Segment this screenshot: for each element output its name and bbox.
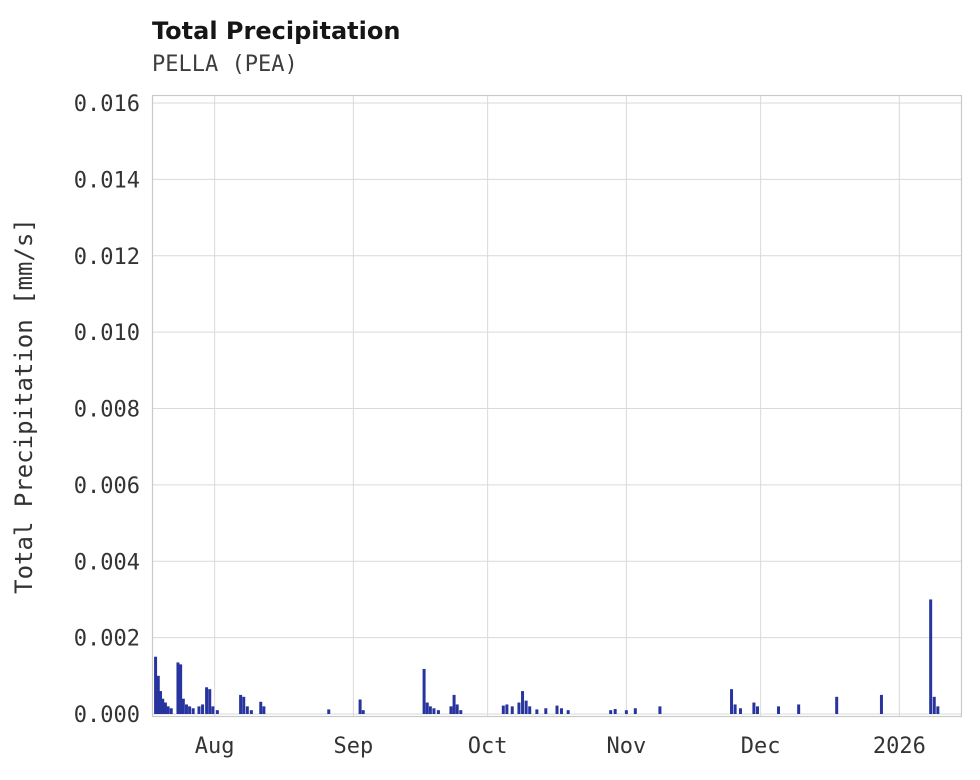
x-tick-label: Nov (606, 734, 646, 759)
x-tick-label: 2026 (873, 734, 926, 759)
y-tick-label: 0.002 (74, 627, 140, 652)
precip-bar (161, 698, 165, 714)
precip-bar (510, 706, 514, 714)
precip-bar (932, 696, 936, 714)
precip-bar (459, 710, 463, 714)
precip-bar (432, 708, 436, 714)
precip-bar (163, 702, 167, 714)
x-tick-label: Sep (334, 734, 374, 759)
precip-bar (428, 706, 432, 714)
y-tick-label: 0.012 (74, 245, 140, 270)
precip-bar (624, 710, 628, 714)
precip-bar (191, 708, 195, 714)
precip-bar (208, 689, 212, 714)
precip-bar (777, 706, 781, 714)
x-tick-label: Aug (195, 734, 235, 759)
precip-bar (452, 694, 456, 714)
y-tick-label: 0.000 (74, 703, 140, 728)
ticks-layer: 0.000 0.002 0.004 0.006 0.008 0.010 0.012 0.014… (74, 92, 926, 759)
precip-bar (422, 668, 426, 714)
precip-bar (528, 706, 532, 714)
precip-bar (566, 710, 570, 714)
precip-bar (239, 694, 243, 714)
precip-bar (425, 702, 429, 714)
precip-bar (835, 696, 839, 714)
precip-bar (154, 656, 158, 714)
precip-bar (555, 705, 559, 714)
y-axis-label: Total Precipitation [mm/s] (10, 218, 38, 594)
chart-title: Total Precipitation (152, 17, 400, 45)
precip-bar (245, 706, 249, 714)
x-tick-label: Oct (468, 734, 508, 759)
y-tick-label: 0.014 (74, 168, 140, 193)
precip-bar (544, 708, 548, 714)
precip-bar (730, 689, 734, 714)
precip-bar (188, 706, 192, 714)
precip-bar (449, 706, 453, 714)
precip-bar (156, 675, 160, 714)
precip-bar (361, 710, 365, 714)
precip-bar (201, 704, 205, 714)
precip-bar (179, 664, 183, 714)
precip-bar (752, 702, 756, 714)
precip-bar (176, 662, 180, 714)
precip-bar (755, 706, 759, 714)
precip-bar (613, 709, 617, 714)
precip-bars-layer (154, 599, 940, 714)
y-tick-label: 0.008 (74, 398, 140, 423)
grid-layer (152, 95, 962, 717)
precip-bar (169, 708, 173, 714)
precip-bar (455, 704, 459, 714)
precip-bar (936, 706, 940, 714)
precip-bar (521, 691, 525, 714)
precip-bar (517, 702, 521, 714)
precip-bar (181, 698, 185, 714)
precip-bar (879, 694, 883, 714)
precip-bar (505, 704, 509, 714)
precip-bar (327, 709, 331, 714)
precip-bar (658, 706, 662, 714)
precip-bar (733, 704, 737, 714)
precip-bar (535, 709, 539, 714)
plot-border (151, 94, 963, 718)
precip-bar (215, 710, 219, 714)
y-tick-label: 0.004 (74, 550, 140, 575)
precip-bar (738, 708, 742, 714)
precip-bar (797, 704, 801, 714)
chart-subtitle: PELLA (PEA) (152, 52, 298, 77)
precip-bar (205, 687, 209, 714)
precip-bar (559, 708, 563, 714)
y-tick-label: 0.010 (74, 321, 140, 346)
precip-bar (436, 710, 440, 714)
precip-bar (501, 705, 505, 714)
precip-bar (262, 706, 266, 714)
precip-bar (249, 710, 253, 714)
precip-bar (358, 699, 362, 714)
precip-bar (166, 706, 170, 714)
precip-bar (633, 708, 637, 714)
precip-bar (929, 599, 933, 714)
precip-bar (524, 700, 528, 714)
precip-bar (242, 696, 246, 714)
precip-bar (211, 706, 215, 714)
x-tick-label: Dec (741, 734, 781, 759)
precip-bar (159, 691, 163, 714)
precip-bar (259, 701, 263, 714)
precip-bar (184, 704, 188, 714)
y-tick-label: 0.016 (74, 92, 140, 117)
y-tick-label: 0.006 (74, 474, 140, 499)
precip-bar (197, 706, 201, 714)
precip-bar (609, 710, 613, 714)
